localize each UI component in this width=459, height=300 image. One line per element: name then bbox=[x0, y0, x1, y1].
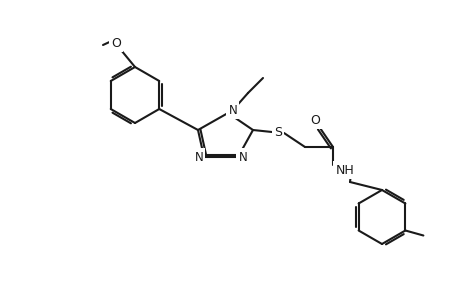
Text: S: S bbox=[274, 125, 281, 139]
Text: N: N bbox=[238, 151, 247, 164]
Text: N: N bbox=[228, 103, 237, 116]
Text: O: O bbox=[111, 37, 121, 50]
Text: NH: NH bbox=[335, 164, 353, 176]
Text: O: O bbox=[309, 113, 319, 127]
Text: N: N bbox=[194, 151, 203, 164]
